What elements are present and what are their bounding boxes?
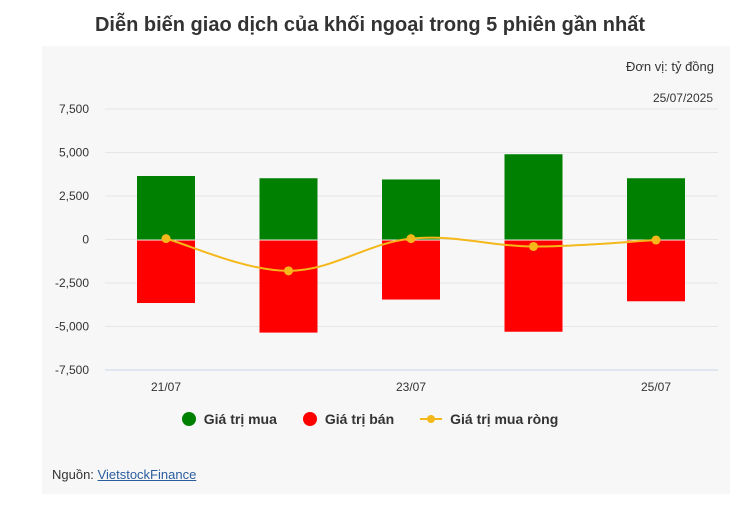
x-tick-label: 23/07 — [396, 380, 426, 394]
y-tick-label: -7,500 — [55, 363, 89, 377]
y-tick-label: 5,000 — [59, 146, 89, 160]
net-point — [161, 234, 171, 244]
buy-bar — [259, 178, 318, 240]
x-tick-label: 21/07 — [151, 380, 181, 394]
net-point — [529, 241, 538, 251]
y-tick-label: -2,500 — [55, 276, 89, 290]
sell-bar — [137, 240, 195, 304]
legend-buy-label: Giá trị mua — [203, 411, 277, 427]
unit-label: Đơn vị: tỷ đồng — [625, 59, 714, 74]
legend-item-buy[interactable]: Giá trị mua — [181, 411, 277, 427]
sell-bar — [627, 240, 685, 302]
buy-bar — [627, 178, 685, 240]
legend-sell-marker — [302, 412, 317, 426]
y-tick-label: 7,500 — [59, 102, 89, 116]
legend-item-sell[interactable]: Giá trị bán — [302, 411, 395, 427]
legend-buy-marker — [181, 412, 196, 426]
source-label: Nguồn: — [52, 467, 94, 482]
legend: Giá trị mua Giá trị bán Giá trị mua ròng — [0, 411, 740, 427]
net-point — [651, 235, 661, 245]
buy-bar — [137, 175, 195, 240]
y-tick-label: 0 — [82, 233, 89, 247]
legend-sell-label: Giá trị bán — [324, 411, 395, 427]
net-point — [406, 234, 416, 244]
net-point — [284, 266, 293, 276]
y-tick-label: -5,000 — [55, 320, 89, 334]
source-link[interactable]: VietstockFinance — [97, 467, 197, 482]
sell-bar — [259, 240, 318, 333]
x-tick-label: 25/07 — [641, 380, 671, 394]
buy-bar — [504, 154, 563, 240]
legend-net-marker — [420, 412, 443, 426]
chart-title: Diễn biến giao dịch của khối ngoại trong… — [94, 14, 646, 36]
date-note: 25/07/2025 — [652, 91, 713, 105]
sell-bar — [504, 240, 563, 332]
buy-bar — [382, 179, 440, 240]
legend-net-label: Giá trị mua ròng — [450, 411, 559, 427]
sell-bar — [382, 240, 440, 300]
y-tick-label: 2,500 — [59, 189, 89, 203]
legend-item-net[interactable]: Giá trị mua ròng — [420, 411, 558, 427]
source-line: Nguồn: VietstockFinance — [52, 467, 196, 482]
